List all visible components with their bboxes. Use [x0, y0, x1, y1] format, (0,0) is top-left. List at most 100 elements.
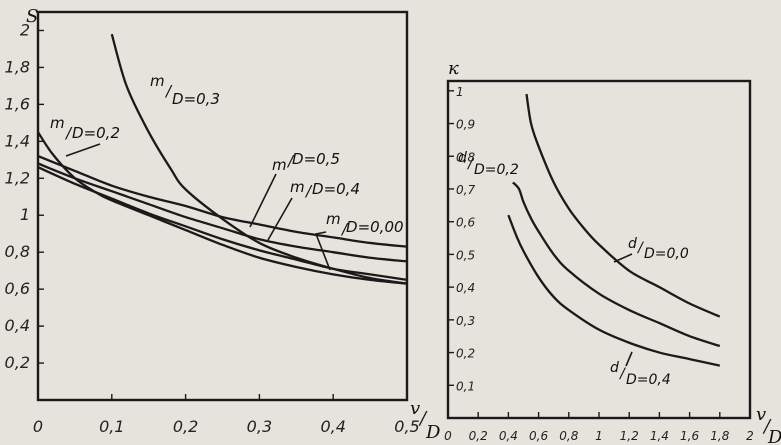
right-y-tick-label: 0,1 [456, 379, 475, 393]
label-d-d-0-2: d / D=0,2 [458, 150, 519, 178]
svg-text:D=0,00: D=0,00 [346, 218, 404, 236]
svg-text:D=0,5: D=0,5 [292, 150, 340, 168]
right-x-tick-label: 1,2 [620, 429, 639, 443]
left-y-tick-label: 1,6 [5, 94, 30, 113]
svg-text:m: m [150, 72, 165, 90]
svg-text:m: m [326, 210, 341, 228]
svg-text:D=0,3: D=0,3 [172, 90, 220, 108]
left-y-tick-label: 0,4 [5, 316, 30, 335]
left-x-tick-label: 0 [33, 417, 43, 436]
left-y-tick-label: 1,2 [5, 168, 30, 187]
leader-m-d-0-4 [267, 197, 293, 241]
svg-text:v: v [410, 398, 420, 419]
svg-text:/: / [466, 156, 474, 172]
svg-text:/: / [64, 124, 73, 142]
leader-d-d-0-4 [625, 351, 633, 367]
svg-text:D=0,2: D=0,2 [72, 124, 120, 142]
svg-text:d: d [458, 150, 467, 166]
left-x-tick-label: 0,2 [173, 417, 198, 436]
right-y-tick-label: 0,3 [456, 314, 475, 328]
right-x-tick-label: 0,6 [529, 429, 548, 443]
svg-text:D: D [425, 422, 441, 443]
svg-text:d: d [610, 360, 619, 376]
right-y-tick-label: 0,7 [456, 183, 475, 197]
right-series-d-d-0-2 [512, 181, 721, 348]
right-series-d-d-0-4 [507, 214, 721, 367]
left-x-tick-label: 0,5 [394, 417, 419, 436]
right-series-d-d-0-0 [525, 93, 721, 318]
left-x-tick-label: 0,1 [99, 417, 124, 436]
svg-text:D=0,4: D=0,4 [312, 180, 360, 198]
left-y-tick-label: 1 [20, 205, 30, 224]
label-m-d-0-4: m / D=0,4 [267, 178, 360, 241]
right-x-tick-label: 1,8 [710, 429, 729, 443]
right-x-tick-label: 0,2 [469, 429, 488, 443]
leader-d-d-0-0 [613, 253, 633, 263]
left-series-m-d-0-4 [37, 162, 408, 263]
chart-k-vs-v-over-d: 0 0,2 0,4 0,6 0,8 1 1,2 1,4 1,6 1,8 2 0,1 0,2 0,3 0,4 0… [444, 58, 781, 445]
right-x-tick-label: 1,4 [650, 429, 669, 443]
svg-text:m: m [290, 178, 305, 196]
right-x-tick-label: 1,6 [680, 429, 699, 443]
svg-text:d: d [628, 236, 637, 252]
left-ticks: 0 0,1 0,2 0,3 0,4 0,5 0,2 0,4 0,6 0,8 1 1,2 1,4 1,6 1,… [5, 20, 420, 436]
label-m-d-0-00: m / D=0,00 [314, 210, 404, 271]
right-y-tick-label: 0,4 [456, 281, 475, 295]
right-y-tick-label: 0,6 [456, 216, 475, 230]
right-x-tick-label: 1 [595, 429, 603, 443]
right-x-tick-label: 0,4 [499, 429, 518, 443]
right-y-tick-label: 0,8 [456, 150, 475, 164]
svg-text:/: / [304, 182, 313, 200]
left-x-tick-label: 0,3 [247, 417, 272, 436]
right-plot-frame [446, 79, 752, 420]
label-m-d-0-2: m / D=0,2 [50, 114, 120, 157]
label-d-d-0-4: d / D=0,4 [610, 351, 671, 388]
left-x-tick-label: 0,4 [320, 417, 345, 436]
leader-m-d-0-5 [249, 173, 277, 228]
right-ticks: 0 0,2 0,4 0,6 0,8 1 1,2 1,4 1,6 1,8 2 0,1 0,2 0,3 0,4 0… [444, 85, 754, 443]
svg-text:D=0,2: D=0,2 [474, 162, 519, 178]
left-y-tick-label: 1,4 [5, 131, 30, 150]
left-y-tick-label: 2 [20, 20, 30, 39]
svg-text:v: v [756, 404, 766, 425]
left-x-axis-title: v / D [410, 398, 441, 443]
right-curves [507, 93, 721, 367]
svg-text:D=0,0: D=0,0 [644, 246, 689, 262]
left-curves [37, 33, 408, 285]
svg-text:/: / [618, 366, 626, 382]
right-y-tick-label: 0,9 [456, 118, 475, 132]
svg-text:/: / [636, 240, 644, 256]
left-series-m-d-0-5 [37, 155, 408, 248]
svg-text:/: / [762, 416, 772, 437]
svg-text:/: / [340, 220, 349, 238]
svg-text:/: / [418, 408, 428, 429]
svg-text:D=0,4: D=0,4 [626, 372, 671, 388]
left-y-tick-label: 0,2 [5, 353, 30, 372]
label-m-d-0-3: m / D=0,3 [150, 72, 220, 108]
svg-text:m: m [50, 114, 65, 132]
right-x-axis-title: v / D [756, 404, 781, 445]
svg-text:D: D [767, 427, 781, 445]
chart-s-vs-v-over-d: 0 0,1 0,2 0,3 0,4 0,5 0,2 0,4 0,6 0,8 1 1,2 1,4 1,6 1,… [5, 6, 441, 443]
right-y-tick-label: 0,5 [456, 248, 475, 262]
left-y-tick-label: 0,8 [5, 242, 30, 261]
leader-m-d-0-2 [65, 143, 101, 157]
left-y-tick-label: 1,8 [5, 57, 30, 76]
label-d-d-0-0: d / D=0,0 [613, 236, 689, 263]
label-m-d-0-5: m / D=0,5 [249, 150, 340, 228]
right-y-axis-title: к [448, 58, 459, 79]
svg-text:/: / [286, 152, 295, 170]
left-series-m-d-0-2 [37, 131, 408, 285]
right-y-tick-label: 0,2 [456, 347, 475, 361]
right-x-tick-label: 2 [746, 429, 754, 443]
left-y-axis-title: S [26, 6, 38, 27]
right-x-tick-label: 0 [444, 429, 452, 443]
right-y-tick-label: 1 [456, 85, 464, 99]
svg-text:/: / [164, 82, 173, 100]
left-y-tick-label: 0,6 [5, 279, 30, 298]
leader-m-d-0-00 [314, 231, 331, 271]
left-plot-frame [36, 10, 409, 402]
svg-text:m: m [272, 156, 287, 174]
right-x-tick-label: 0,8 [559, 429, 578, 443]
